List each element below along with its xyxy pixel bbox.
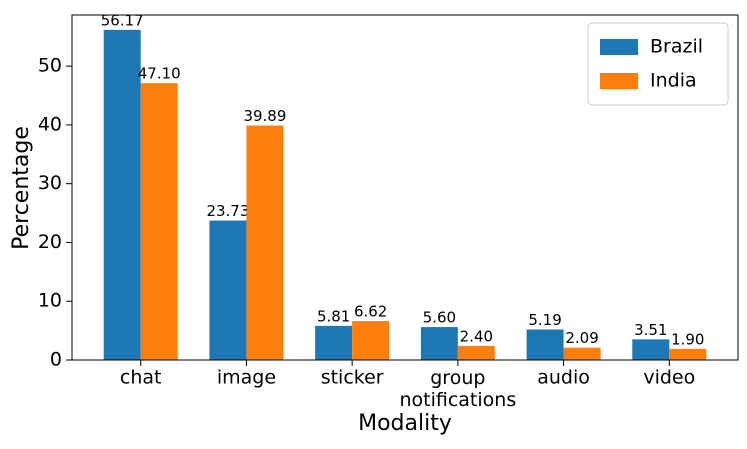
bar [632, 339, 670, 360]
value-label: 47.10 [138, 65, 181, 83]
y-tick-label: 20 [38, 231, 62, 253]
bar [315, 325, 353, 360]
bar [669, 348, 707, 360]
value-label: 6.62 [354, 303, 387, 321]
value-label: 56.17 [101, 11, 144, 29]
value-label: 5.19 [528, 311, 561, 329]
x-tick-label: sticker [321, 367, 384, 389]
bar [352, 321, 390, 360]
y-tick-label: 0 [50, 349, 62, 371]
legend: Brazil India [587, 22, 729, 106]
value-label: 3.51 [634, 321, 667, 339]
x-tick-label: video [643, 367, 695, 389]
legend-swatch [600, 73, 638, 89]
y-tick-label: 50 [38, 55, 62, 77]
x-tick-label: image [217, 367, 276, 389]
bar [209, 220, 247, 360]
y-tick-label: 10 [38, 290, 62, 312]
legend-label: Brazil [650, 36, 703, 58]
x-tick-label: group notifications [399, 367, 516, 411]
bar [140, 83, 178, 360]
bar [563, 347, 601, 360]
value-label: 23.73 [206, 202, 249, 220]
value-label: 1.90 [671, 330, 704, 348]
plot-frame [71, 14, 739, 361]
value-label: 5.81 [317, 307, 350, 325]
x-tick-label: chat [120, 367, 162, 389]
y-axis-label: Percentage [9, 126, 34, 250]
bar [246, 125, 284, 360]
legend-swatch [600, 39, 638, 55]
y-tick-label: 30 [38, 172, 62, 194]
value-label: 39.89 [243, 107, 286, 125]
bar [457, 345, 495, 360]
legend-label: India [650, 70, 697, 92]
bar [526, 329, 564, 360]
x-tick-label: audio [537, 367, 590, 389]
value-label: 5.60 [423, 309, 456, 327]
value-label: 2.09 [565, 329, 598, 347]
bar [103, 29, 141, 360]
bar [420, 327, 458, 360]
value-label: 2.40 [460, 327, 493, 345]
x-axis-label: Modality [358, 411, 452, 436]
y-tick-label: 40 [38, 113, 62, 135]
